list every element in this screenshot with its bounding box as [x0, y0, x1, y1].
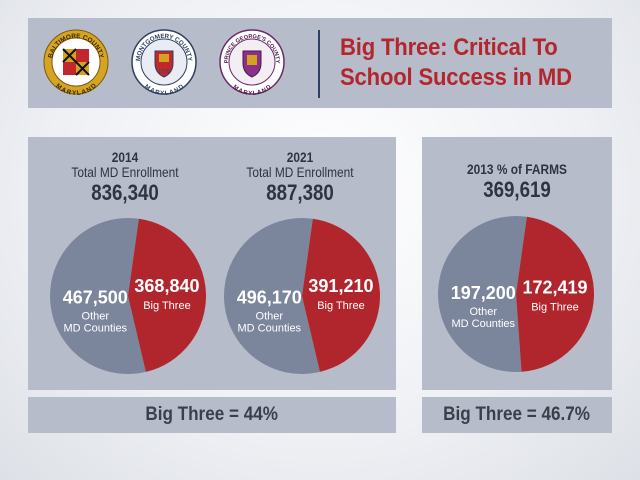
- montgomery-county-seal: MONTGOMERY COUNTY MARYLAND 1776: [131, 29, 197, 95]
- title-line-1: Big Three: Critical To: [340, 34, 558, 61]
- pie-value-big-three: 368,840: [134, 276, 199, 296]
- pie-value-other: 496,170: [237, 288, 302, 308]
- farms-summary: Big Three = 46.7%: [422, 397, 612, 433]
- page-title: Big Three: Critical To School Success in…: [340, 33, 587, 93]
- pie-label-big-three: Big Three: [317, 300, 365, 312]
- header-divider: [318, 30, 320, 98]
- pie-label-other-line-1: Other: [470, 306, 498, 318]
- baltimore-county-seal: BALTIMORE COUNTY MARYLAND: [43, 29, 109, 95]
- pie-slice-big-three: [516, 216, 594, 372]
- pie-value-other: 467,500: [63, 287, 128, 307]
- enrollment-summary-text: Big Three = 44%: [145, 404, 279, 425]
- chart-2014-header: 2014 Total MD Enrollment 836,340: [50, 149, 200, 206]
- chart-farms-title: 2013 % of FARMS: [467, 161, 567, 177]
- pie-label-other-line-1: Other: [256, 311, 284, 323]
- pie-slice-big-three: [128, 218, 206, 372]
- chart-2014-year: 2014: [111, 149, 139, 165]
- pie-label-other-line-2: MD Counties: [63, 322, 127, 334]
- chart-2021-year: 2021: [286, 149, 314, 165]
- chart-2014-pie: 368,840 Big Three 467,500 Other MD Counties: [50, 218, 206, 374]
- pie-label-other-line-2: MD Counties: [451, 318, 515, 330]
- chart-farms-total: 369,619: [483, 177, 551, 202]
- chart-2014-total: 836,340: [91, 180, 159, 205]
- pie-slice-other: [224, 217, 320, 374]
- title-line-2: School Success in MD: [340, 64, 572, 91]
- pie-label-other-line-1: Other: [82, 310, 110, 322]
- pie-slice-other: [438, 216, 527, 372]
- seal-year: 1776: [158, 69, 169, 75]
- chart-2021-label: Total MD Enrollment: [246, 164, 354, 180]
- pie-value-big-three: 391,210: [308, 276, 373, 296]
- enrollment-summary: Big Three = 44%: [28, 397, 396, 433]
- pie-value-other: 197,200: [451, 283, 516, 303]
- pie-value-big-three: 172,419: [522, 277, 587, 297]
- chart-2014-label: Total MD Enrollment: [71, 164, 179, 180]
- pie-slice-other: [50, 218, 146, 374]
- chart-2021-total: 887,380: [266, 180, 334, 205]
- pie-label-big-three: Big Three: [531, 301, 579, 313]
- header-banner: BALTIMORE COUNTY MARYLAND MONTGOMERY COU…: [28, 18, 612, 108]
- pie-slice-big-three: [302, 218, 380, 372]
- chart-2021-pie: 391,210 Big Three 496,170 Other MD Counties: [224, 217, 380, 374]
- chart-2021-header: 2021 Total MD Enrollment 887,380: [224, 149, 376, 206]
- pie-label-big-three: Big Three: [143, 300, 191, 312]
- farms-summary-text: Big Three = 46.7%: [443, 404, 591, 425]
- pie-label-other-line-2: MD Counties: [237, 323, 301, 335]
- prince-georges-county-seal: PRINCE GEORGE'S COUNTY MARYLAND: [219, 29, 285, 95]
- chart-farms-header: 2013 % of FARMS 369,619: [430, 161, 604, 203]
- chart-farms-pie: 172,419 Big Three 197,200 Other MD Counties: [438, 216, 594, 372]
